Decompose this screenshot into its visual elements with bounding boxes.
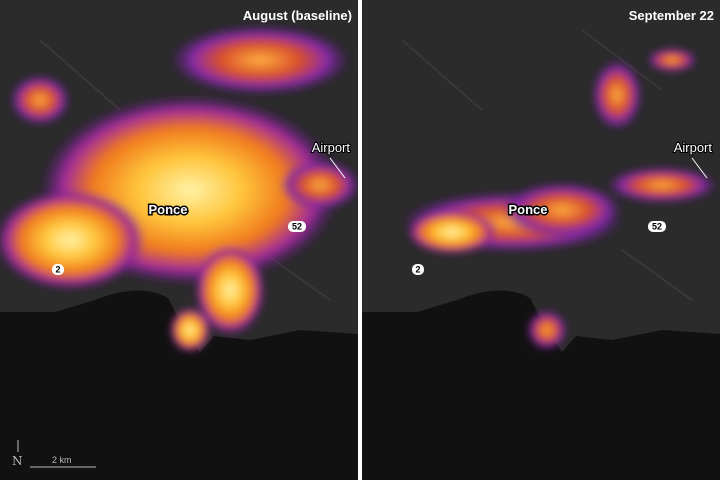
route-shield bbox=[52, 264, 64, 275]
panel-august: August (baseline) Ponce Airport 52 2 N 2… bbox=[0, 0, 358, 480]
panel-september: September 22 Ponce Airport 52 2 bbox=[362, 0, 720, 480]
route-shield bbox=[412, 264, 424, 275]
route-shield bbox=[648, 221, 666, 232]
route-label: 2 bbox=[415, 264, 420, 274]
panel-title: September 22 bbox=[629, 8, 714, 23]
route-shield bbox=[288, 221, 306, 232]
route-label: 2 bbox=[55, 264, 60, 274]
leader-line bbox=[691, 157, 708, 179]
divider bbox=[358, 0, 362, 480]
light-glow bbox=[402, 48, 717, 350]
scale-label: 2 km bbox=[52, 455, 72, 465]
leader-line bbox=[329, 157, 346, 179]
light-glow bbox=[0, 25, 358, 352]
route-label: 52 bbox=[292, 221, 302, 231]
route-label: 52 bbox=[652, 221, 662, 231]
airport-label: Airport bbox=[674, 140, 713, 155]
airport-label: Airport bbox=[312, 140, 351, 155]
city-label: Ponce bbox=[508, 202, 547, 217]
panel-title: August (baseline) bbox=[243, 8, 352, 23]
north-arrow: N bbox=[12, 454, 23, 468]
city-label: Ponce bbox=[148, 202, 187, 217]
